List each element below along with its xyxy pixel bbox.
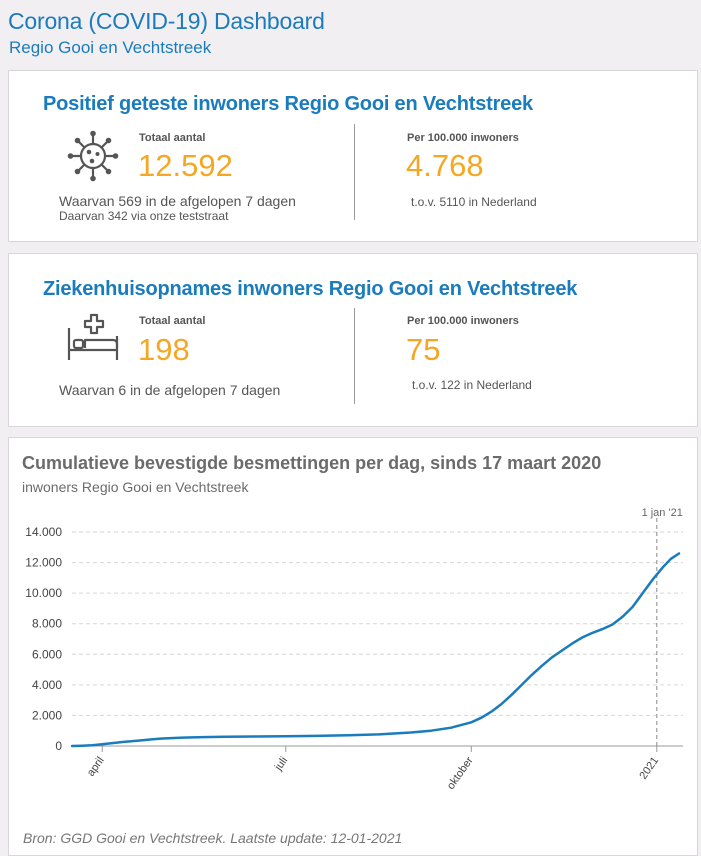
hospital-admissions-title: Ziekenhuisopnames inwoners Regio Gooi en… xyxy=(43,278,578,300)
series-line xyxy=(70,552,681,748)
cumulative-chart-card: Cumulatieve bevestigde besmettingen per … xyxy=(8,437,698,856)
source-note: Bron: GGD Gooi en Vechtstreek. Laatste u… xyxy=(23,830,403,846)
x-tick-label: oktober xyxy=(445,755,476,792)
virus-icon xyxy=(67,130,119,182)
annotation-label: 1 jan '21 xyxy=(642,507,683,519)
y-tick-label: 12.000 xyxy=(25,556,62,570)
chart-subtitle: inwoners Regio Gooi en Vechtstreek xyxy=(22,479,249,495)
line-chart: 0 2.000 4.000 6.000 8.000 10.000 12.000 14.000 a… xyxy=(25,507,683,792)
y-tick-label: 8.000 xyxy=(32,617,62,631)
hospital-per100k-note: t.o.v. 122 in Nederland xyxy=(412,378,532,392)
hospital-total-label: Totaal aantal xyxy=(139,315,206,327)
y-tick-label: 14.000 xyxy=(25,525,62,539)
divider xyxy=(354,308,355,404)
positive-tests-title: Positief geteste inwoners Regio Gooi en … xyxy=(43,93,533,115)
positive-total-value: 12.592 xyxy=(138,148,233,183)
hospital-bed-icon xyxy=(67,313,119,360)
y-tick-label: 2.000 xyxy=(32,708,62,722)
chart-title: Cumulatieve bevestigde besmettingen per … xyxy=(22,453,602,473)
page-title: Corona (COVID-19) Dashboard xyxy=(8,8,325,34)
positive-per100k-value: 4.768 xyxy=(406,148,484,183)
x-tick-label: 2021 xyxy=(637,755,661,782)
y-tick-label: 4.000 xyxy=(32,678,62,692)
divider xyxy=(354,124,355,220)
hospital-note-7days: Waarvan 6 in de afgelopen 7 dagen xyxy=(59,382,281,398)
x-tick-label: juli xyxy=(272,755,290,774)
positive-total-label: Totaal aantal xyxy=(139,132,206,144)
hospital-per100k-label: Per 100.000 inwoners xyxy=(407,315,519,327)
hospital-per100k-value: 75 xyxy=(406,332,441,367)
positive-tests-card: Positief geteste inwoners Regio Gooi en … xyxy=(8,70,698,242)
y-tick-label: 10.000 xyxy=(25,586,62,600)
positive-per100k-note: t.o.v. 5110 in Nederland xyxy=(411,195,537,209)
positive-note-7days: Waarvan 569 in de afgelopen 7 dagen xyxy=(59,193,296,209)
y-tick-label: 6.000 xyxy=(32,647,62,661)
y-tick-label: 0 xyxy=(55,739,62,753)
page-subtitle: Regio Gooi en Vechtstreek xyxy=(9,38,212,57)
positive-per100k-label: Per 100.000 inwoners xyxy=(407,132,519,144)
positive-note-teststraat: Daarvan 342 via onze teststraat xyxy=(59,209,229,223)
hospital-admissions-card: Ziekenhuisopnames inwoners Regio Gooi en… xyxy=(8,253,698,427)
hospital-total-value: 198 xyxy=(138,332,190,367)
x-tick-label: april xyxy=(85,755,107,779)
